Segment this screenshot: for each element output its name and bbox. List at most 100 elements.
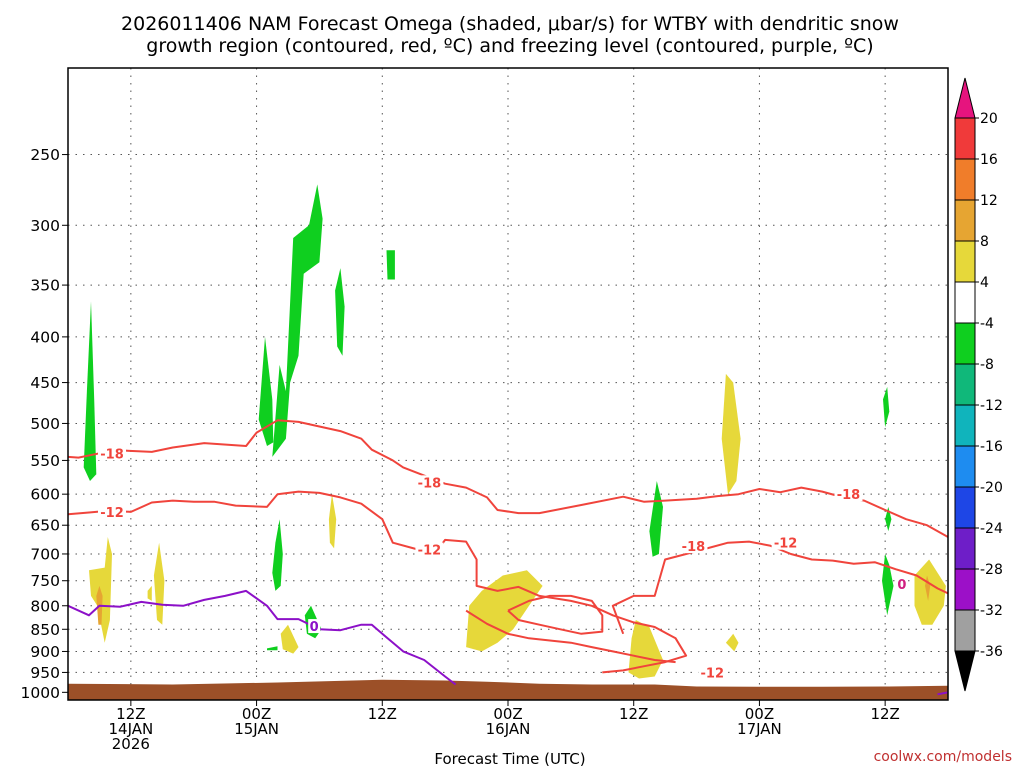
contour-label-4: -12 [418,544,442,559]
contour-label-bg-3 [415,475,444,490]
y-tick-label-1000: 1000 [21,684,60,702]
colorbar-segment-8 [954,445,976,488]
contour-label-5: -18 [682,540,706,555]
colorbar-label-12: -32 [980,603,1003,619]
contour-label-bg-1 [98,504,126,519]
contour-label-bg-2 [308,619,321,634]
y-tick-label-800: 800 [30,597,60,615]
colorbar-segment-6 [954,363,976,406]
colorbar-label-1: 16 [980,152,998,168]
x-axis-label: Forecast Time (UTC) [434,750,585,768]
credit-text[interactable]: coolwx.com/models [874,749,1012,765]
omega-shade-11 [885,506,892,532]
omega-shade-3 [335,268,345,356]
colorbar-label-7: -12 [980,398,1003,414]
colorbar-label-8: -16 [980,439,1003,455]
x-tick-label-18-2: 15JAN [234,720,279,738]
chart-title-line-2: growth region (contoured, red, ºC) and f… [146,35,873,57]
dgz-contour-3 [507,594,604,635]
omega-shade-9 [883,386,890,428]
y-tick-label-450: 450 [30,374,60,392]
chart-title-line-1: 2026011406 NAM Forecast Omega (shaded, μ… [121,13,899,35]
omega-shade-5 [272,519,283,591]
colorbar-segment-2 [954,199,976,242]
contour-label-3: -18 [418,476,442,491]
colorbar-segment-10 [954,527,976,570]
omega-shade-15 [328,494,337,549]
contour-label-bg-5 [679,539,708,554]
y-tick-label-250: 250 [30,146,60,164]
y-tick-label-300: 300 [30,217,60,235]
plot-area: -18 -12 0 -18 -12 -18 -12 -12 -18 0 [68,68,948,700]
dgz-contour-5 [843,496,948,538]
contour-label-2: 0 [310,620,319,635]
y-tick-label-700: 700 [30,545,60,563]
y-tick-label-550: 550 [30,452,60,470]
contour-label-7: -12 [701,666,725,681]
colorbar-segment-3 [954,240,976,283]
omega-shade-20 [725,633,739,652]
colorbar-label-10: -24 [980,521,1003,537]
x-tick-label-66-1: 00Z [745,705,774,723]
colorbar-label-3: 8 [980,234,989,250]
y-axis-pressure-ticks: 250 300 350 400 450 500 550 600 650 700 750 800 850 9… [21,146,68,702]
omega-shade-19 [721,373,741,495]
colorbar-segment-9 [954,486,976,529]
colorbar-top-triangle [954,77,976,119]
colorbar-label-6: -8 [980,357,994,373]
freezing-contour-6 [68,589,457,686]
colorbar-segment-4 [954,281,976,324]
contour-label-bg-4 [415,542,444,557]
y-tick-label-900: 900 [30,643,60,661]
omega-shade-10 [882,554,894,616]
omega-colorbar: 20 16 12 8 4 -4 -8 -12 -16 -20 -24 -28 -32 -36 [954,77,1003,692]
dgz-contour-4 [611,540,948,635]
contour-label-8: -18 [837,488,861,503]
y-tick-label-650: 650 [30,517,60,535]
omega-shade-14 [147,585,152,601]
x-tick-label-18-1: 00Z [242,705,271,723]
dgz-contour-2 [465,609,676,664]
x-tick-label-6-3: 2026 [112,735,150,753]
x-tick-label-78-1: 12Z [870,705,899,723]
colorbar-segment-1 [954,158,976,201]
x-tick-label-6-1: 12Z [116,705,145,723]
contour-label-bg-9 [895,576,908,591]
contour-label-bg-6 [771,535,800,550]
colorbar-label-5: -4 [980,316,994,332]
y-tick-label-600: 600 [30,486,60,504]
contour-label-9: 0 [897,578,906,593]
y-tick-label-500: 500 [30,415,60,433]
contour-label-1: -12 [100,506,124,521]
omega-shade-13 [153,542,165,625]
colorbar-label-13: -36 [980,644,1003,660]
colorbar-bottom-triangle [954,650,976,692]
terrain-fill [68,679,948,700]
omega-shade-0 [83,301,97,481]
omega-shade-8 [649,481,663,557]
colorbar-label-4: 4 [980,275,989,291]
y-tick-label-750: 750 [30,572,60,590]
colorbar-label-2: 12 [980,193,998,209]
y-tick-label-950: 950 [30,664,60,682]
x-tick-label-42-1: 00Z [493,705,522,723]
y-tick-label-400: 400 [30,328,60,346]
contour-label-0: -18 [100,447,124,462]
x-tick-label-6-2: 14JAN [108,720,153,738]
colorbar-label-0: 20 [980,111,998,127]
colorbar-segment-5 [954,322,976,365]
y-tick-label-350: 350 [30,277,60,295]
colorbar-label-9: -20 [980,480,1003,496]
x-tick-label-30-1: 12Z [368,705,397,723]
x-tick-label-66-2: 17JAN [737,720,782,738]
omega-shade-4 [386,250,395,280]
omega-shade-17 [466,570,543,652]
omega-shade-7 [267,646,278,651]
omega-shade-1 [258,336,274,446]
contour-label-6: -12 [774,537,798,552]
colorbar-label-11: -28 [980,562,1003,578]
contour-label-bg-7 [698,665,727,680]
omega-shade-16 [280,624,299,654]
